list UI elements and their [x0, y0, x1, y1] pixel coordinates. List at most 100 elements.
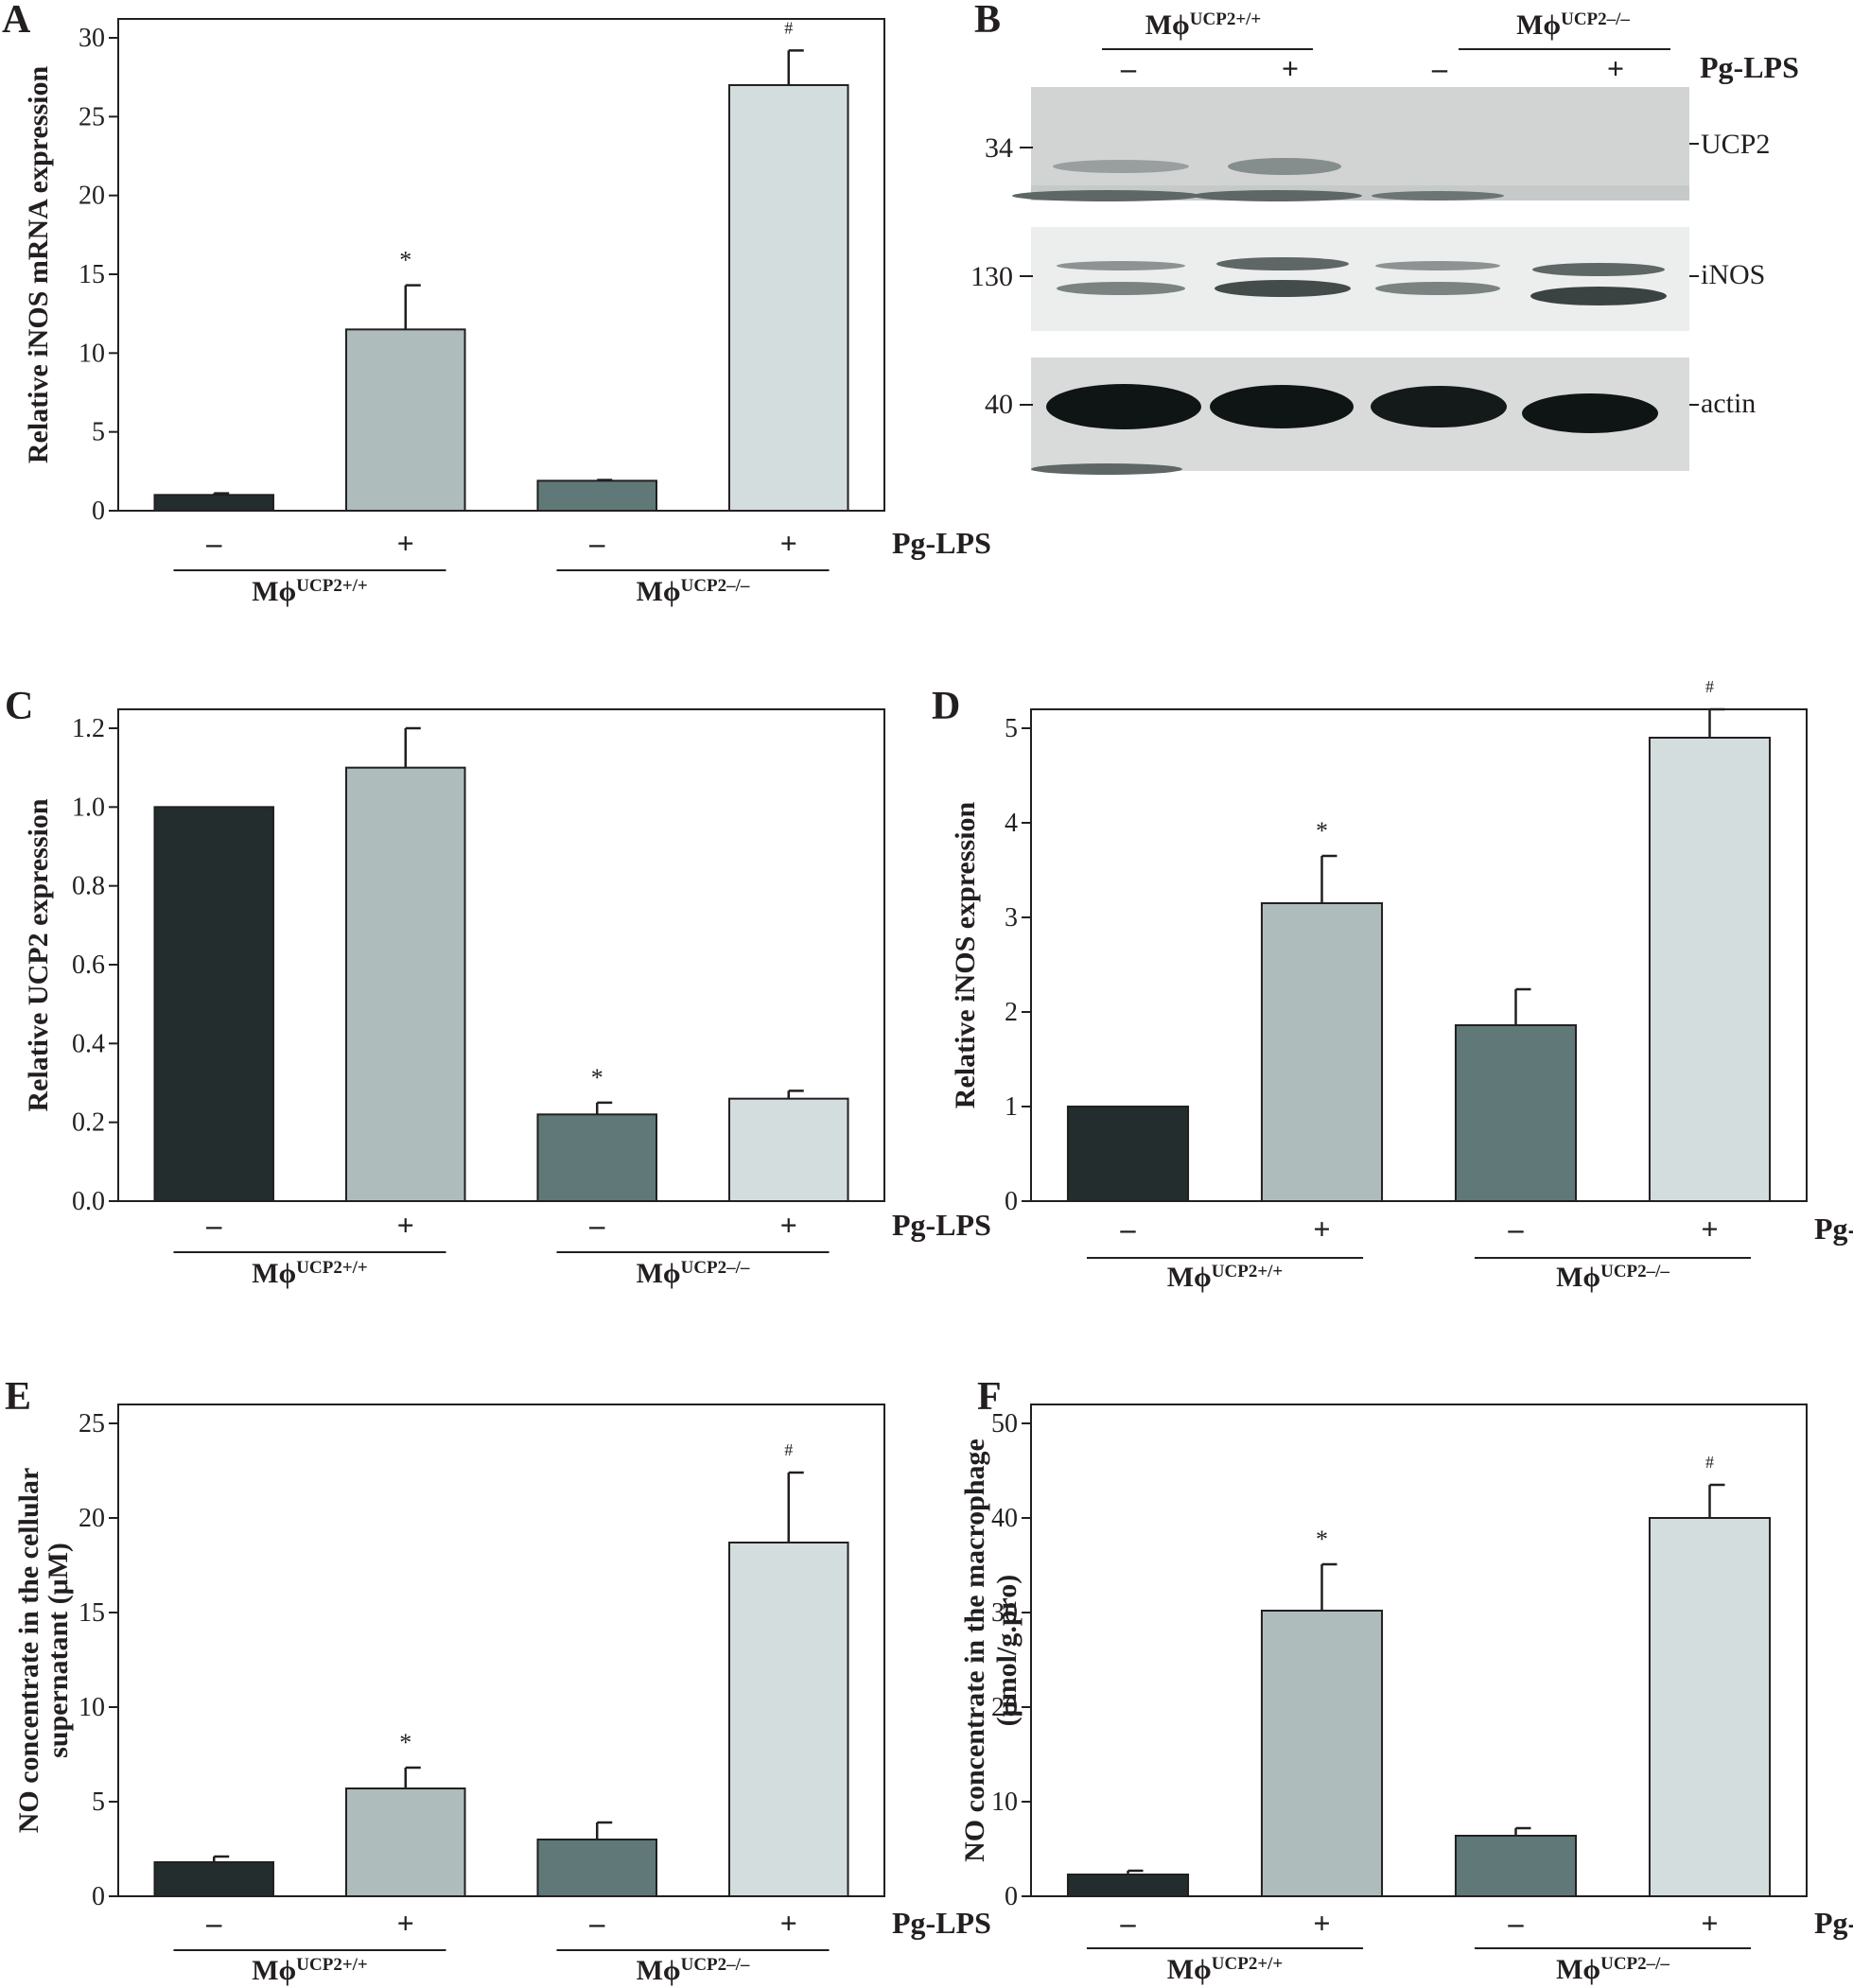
panel-c-chart: C 0.0 0.2 0.4 0.6 0.8 1.0 1.2 Relative UCP2 expr…: [5, 685, 991, 1289]
panel-a-ytick-label-4: 20: [79, 182, 105, 211]
panel-e-bar-3: [536, 1839, 658, 1897]
panel-e-sign-3: –: [588, 1906, 605, 1940]
panel-a-sign-4: +: [780, 526, 797, 560]
panel-a-sig-2: *: [399, 247, 411, 274]
panel-a-ytick-label-1: 5: [92, 418, 105, 447]
panel-e-sig-4: #: [784, 1440, 793, 1459]
panel-c-ytick-label-1: 0.2: [72, 1108, 105, 1138]
blot-group-label-wt: MϕUCP2+/+: [1145, 9, 1262, 41]
panel-f-ytick-label-1: 10: [991, 1787, 1018, 1817]
panel-a-sign-3: –: [588, 526, 605, 560]
blot-lane-sign-3: –: [1431, 51, 1448, 85]
panel-a-bar-2: [344, 328, 466, 513]
panel-f-treatment-label: Pg-LPS: [1814, 1906, 1853, 1940]
blot-strip-actin: [1031, 357, 1689, 475]
panel-d-bar-2: [1260, 902, 1384, 1202]
blot-marker-130: 130: [970, 261, 1013, 292]
panel-d-group-label-1: MϕUCP2+/+: [1167, 1262, 1284, 1293]
panel-f-ytick-label-5: 50: [991, 1409, 1018, 1439]
panel-d-bar-3: [1454, 1024, 1578, 1202]
blot-lane-sign-4: +: [1607, 51, 1624, 85]
panel-f-group-label-2: MϕUCP2–/–: [1556, 1954, 1669, 1985]
panel-a-ytick-label-5: 25: [79, 102, 105, 131]
panel-e-ytick-label-5: 25: [79, 1409, 105, 1439]
panel-d-treatment-label: Pg-LPS: [1814, 1212, 1853, 1246]
panel-a-bar-1: [153, 494, 275, 512]
panel-f-sign-4: +: [1701, 1906, 1718, 1940]
panel-e-ytick-label-4: 20: [79, 1504, 105, 1533]
panel-c-sign-1: –: [205, 1208, 222, 1242]
panel-c-treatment-label: Pg-LPS: [892, 1208, 991, 1242]
panel-c-ytick-label-3: 0.6: [72, 950, 105, 980]
panel-d-sign-1: –: [1120, 1212, 1137, 1246]
panel-a-ytick-label-2: 10: [79, 339, 105, 368]
panel-a-bar-4: [727, 84, 849, 512]
panel-d-chart: D 0 1 2 3 4 5 Relative iNOS expression – * + – # + Pg-…: [932, 677, 1853, 1293]
panel-a-chart: A 0 5 10 15 20 25 30 Relative iNOS mRNA expressi…: [2, 0, 991, 607]
blot-marker-34: 34: [985, 132, 1013, 164]
panel-c-sign-2: +: [397, 1208, 414, 1242]
blot-band-label-inos: iNOS: [1701, 259, 1765, 290]
panel-a-ytick-label-0: 0: [92, 497, 105, 526]
panel-e-ytick-label-2: 10: [79, 1693, 105, 1722]
panel-e-group-label-2: MϕUCP2–/–: [637, 1955, 750, 1986]
blot-band-label-actin: actin: [1701, 388, 1756, 419]
panel-c-group-label-2: MϕUCP2–/–: [637, 1258, 750, 1289]
blot-strip-ucp2: [1012, 87, 1689, 201]
panel-c-bar-2: [344, 766, 466, 1203]
panel-c-group-label-1: MϕUCP2+/+: [252, 1258, 368, 1289]
panel-f-ytick-label-2: 20: [991, 1693, 1018, 1722]
panel-d-bar-4: [1648, 737, 1772, 1202]
panel-f-ylabel-1: (μmol/g.pro): [991, 1575, 1023, 1727]
panel-d-sign-4: +: [1701, 1212, 1718, 1246]
panel-e-sig-2: *: [399, 1729, 411, 1756]
panel-e-bar-1: [153, 1861, 275, 1897]
panel-letter-b: B: [974, 0, 1001, 42]
panel-c-letter: C: [5, 685, 33, 728]
panel-d-sig-2: *: [1316, 817, 1328, 845]
panel-c-ytick-label-2: 0.4: [72, 1029, 105, 1058]
panel-f-bar-1: [1066, 1874, 1190, 1897]
blot-group-label-ko: MϕUCP2–/–: [1516, 9, 1630, 41]
panel-a-sig-4: #: [784, 18, 793, 37]
panel-e-ytick-label-3: 15: [79, 1598, 105, 1628]
panel-f-sign-3: –: [1508, 1906, 1525, 1940]
panel-f-bar-4: [1648, 1517, 1772, 1897]
panel-a-group-label-2: MϕUCP2–/–: [637, 576, 750, 607]
panel-e-plot-frame: [117, 1404, 885, 1897]
panel-e-sign-1: –: [205, 1906, 222, 1940]
panel-f-sig-2: *: [1316, 1526, 1328, 1553]
panel-c-ytick-label-0: 0.0: [72, 1187, 105, 1216]
panel-c-sign-3: –: [588, 1208, 605, 1242]
panel-e-letter: E: [5, 1375, 31, 1419]
panel-e-ylabel-0: NO concentrate in the cellular: [13, 1468, 44, 1834]
panel-e-group-label-1: MϕUCP2+/+: [252, 1955, 368, 1986]
panel-d-ytick-label-3: 3: [1005, 903, 1018, 933]
panel-e-bar-4: [727, 1542, 849, 1897]
panel-e-treatment-label: Pg-LPS: [892, 1906, 991, 1940]
panel-d-group-label-2: MϕUCP2–/–: [1556, 1262, 1669, 1293]
panel-e-bar-2: [344, 1787, 466, 1897]
panel-f-sig-4: #: [1705, 1453, 1714, 1472]
blot-strip-inos: [1031, 227, 1689, 331]
blot-treatment-label: Pg-LPS: [1700, 50, 1799, 84]
panel-c-ytick-label-6: 1.2: [72, 714, 105, 743]
panel-d-letter: D: [932, 685, 960, 728]
panel-c-bar-4: [727, 1097, 849, 1202]
panel-e-sign-2: +: [397, 1906, 414, 1940]
panel-a-bar-3: [536, 480, 658, 513]
blot-lane-sign-1: –: [1120, 51, 1137, 85]
panel-d-sign-2: +: [1313, 1212, 1330, 1246]
panel-f-letter: F: [977, 1375, 1002, 1419]
panel-d-plot-frame: [1030, 708, 1808, 1202]
panel-a-sign-1: –: [205, 526, 222, 560]
panel-c-ylabel-0: Relative UCP2 expression: [23, 798, 54, 1111]
panel-c-sign-4: +: [780, 1208, 797, 1242]
panel-c-plot-frame: [117, 708, 885, 1202]
blot-marker-40: 40: [985, 389, 1013, 420]
panel-a-treatment-label: Pg-LPS: [892, 526, 991, 560]
panel-f-sign-2: +: [1313, 1906, 1330, 1940]
